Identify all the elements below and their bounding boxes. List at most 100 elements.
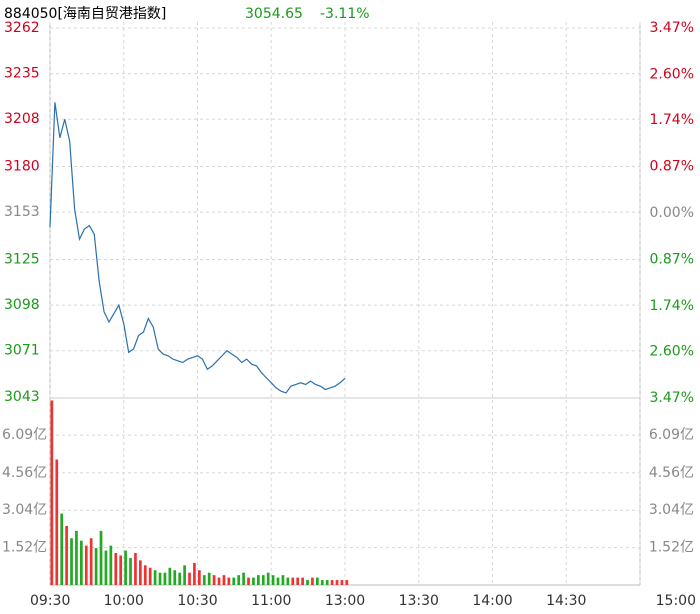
volume-bar — [75, 530, 78, 585]
volume-bar — [129, 557, 132, 585]
volume-bar — [173, 570, 177, 585]
volume-bar — [163, 572, 167, 585]
y-tick-label: 3235 — [4, 66, 40, 82]
x-tick-label: 09:30 — [30, 593, 70, 609]
volume-bar — [271, 575, 275, 585]
y2-tick-label: 2.60% — [650, 344, 694, 360]
y2-tick-label: 1.74% — [650, 298, 694, 314]
x-tick-label: 10:00 — [104, 593, 144, 609]
volume-tick-label: 6.09亿 — [2, 427, 47, 443]
volume-bar — [286, 577, 290, 585]
y-tick-label: 3208 — [4, 111, 40, 127]
y2-tick-label: 0.87% — [650, 159, 694, 175]
volume-tick-label: 4.56亿 — [649, 465, 694, 481]
last-price: 3054.65 — [245, 6, 303, 22]
x-tick-label: 15:00 — [656, 593, 696, 609]
volume-bar — [301, 577, 304, 585]
volume-bar — [232, 577, 236, 585]
volume-bar — [119, 555, 123, 585]
x-tick-label: 13:30 — [399, 593, 439, 609]
volume-bar — [114, 553, 118, 585]
volume-bar — [325, 580, 329, 585]
volume-bar — [281, 575, 285, 585]
volume-bar — [335, 580, 339, 585]
volume-bar — [65, 525, 68, 585]
y2-tick-label: 1.74% — [650, 112, 694, 128]
volume-bar — [104, 550, 108, 585]
volume-bar — [94, 548, 98, 585]
price-line — [49, 102, 346, 394]
price-change: -3.11% — [320, 6, 370, 22]
volume-bar — [198, 570, 201, 585]
y2-tick-label: 3.47% — [650, 20, 694, 36]
y2-tick-label: 3.47% — [650, 390, 694, 406]
x-tick-label: 10:30 — [177, 593, 217, 609]
volume-bar — [340, 580, 344, 585]
volume-bar — [99, 530, 103, 585]
volume-bar — [320, 580, 324, 585]
volume-bar — [330, 580, 334, 585]
volume-bar — [109, 545, 113, 585]
volume-bar — [168, 567, 172, 585]
volume-bar — [266, 572, 270, 585]
volume-bar — [188, 572, 191, 585]
x-tick-label: 14:00 — [472, 593, 512, 609]
volume-bar — [276, 577, 280, 585]
y-tick-label: 3262 — [4, 20, 40, 36]
volume-bar — [227, 577, 231, 585]
volume-bar — [55, 459, 59, 585]
volume-bar — [247, 577, 250, 585]
volume-bar — [89, 538, 93, 585]
volume-bar — [257, 575, 260, 585]
volume-bar — [261, 575, 265, 585]
volume-bar — [345, 580, 349, 585]
y-tick-label: 3043 — [4, 389, 40, 405]
volume-bar — [193, 562, 196, 585]
y-tick-label: 3071 — [4, 343, 40, 359]
volume-bar — [252, 577, 255, 585]
y-tick-label: 3125 — [4, 251, 40, 267]
volume-bar — [183, 565, 186, 585]
volume-bar — [50, 400, 54, 585]
volume-tick-label: 4.56亿 — [2, 465, 47, 481]
volume-bar — [178, 572, 182, 585]
y2-tick-label: 0.87% — [650, 251, 694, 267]
volume-bar — [153, 570, 157, 585]
volume-bar — [296, 577, 300, 585]
volume-bar — [237, 575, 241, 585]
x-tick-label: 14:30 — [546, 593, 586, 609]
volume-bar — [70, 538, 73, 585]
y2-tick-label: 0.00% — [650, 205, 694, 221]
volume-bar — [202, 575, 206, 585]
volume-tick-label: 3.04亿 — [2, 502, 47, 518]
volume-bar — [143, 565, 147, 585]
volume-tick-label: 1.52亿 — [649, 540, 694, 556]
volume-tick-label: 1.52亿 — [2, 540, 47, 556]
volume-bar — [84, 545, 88, 585]
volume-tick-label: 6.09亿 — [649, 427, 694, 443]
volume-tick-label: 3.04亿 — [649, 502, 694, 518]
y2-tick-label: 2.60% — [650, 66, 694, 82]
volume-bar — [207, 572, 211, 585]
volume-bar — [60, 513, 64, 585]
y-tick-label: 3180 — [4, 159, 40, 175]
volume-bar — [222, 575, 226, 585]
volume-bar — [217, 577, 221, 585]
volume-bar — [158, 572, 162, 585]
x-tick-label: 11:00 — [251, 593, 291, 609]
volume-bar — [134, 553, 137, 585]
y-tick-label: 3098 — [4, 297, 40, 313]
volume-bar — [124, 550, 127, 585]
volume-bar — [242, 572, 245, 585]
volume-bar — [311, 577, 314, 585]
volume-bar — [212, 575, 216, 585]
volume-bar — [148, 567, 152, 585]
volume-bar — [291, 577, 295, 585]
volume-bar — [306, 580, 309, 585]
volume-bar — [139, 560, 142, 585]
x-tick-label: 13:00 — [325, 593, 365, 609]
index-name: 884050[海南自贸港指数] — [4, 6, 166, 22]
volume-bar — [316, 577, 319, 585]
volume-bar — [80, 540, 83, 585]
